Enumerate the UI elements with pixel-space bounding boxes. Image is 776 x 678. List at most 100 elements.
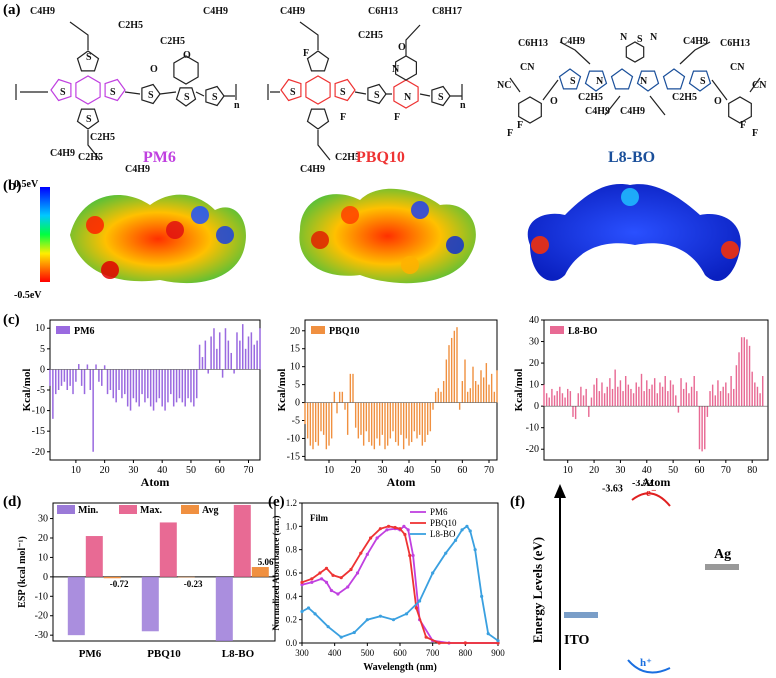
bar [129, 369, 132, 411]
bar-max [233, 504, 251, 577]
x-tick-label: 60 [215, 465, 225, 476]
y-tick-label: 10 [35, 323, 45, 334]
y-tick-label: 5 [295, 380, 300, 391]
legend-label: Max. [140, 505, 162, 516]
l8bo-fused-ring [558, 68, 582, 90]
y-axis-label: Kcal/mol [276, 369, 288, 412]
l8bo-fused-ring [662, 68, 686, 90]
pbq10-side-thiophene [306, 50, 330, 72]
series-line-l8bo [301, 525, 499, 642]
y-tick-label: -10 [35, 591, 48, 602]
bar [437, 388, 440, 403]
bar [389, 402, 392, 439]
bar [704, 406, 706, 450]
bar [80, 369, 83, 386]
l8bo-fused-ring [610, 68, 634, 90]
x-tick-label: 10 [324, 465, 334, 476]
bar [112, 369, 115, 399]
bar [204, 340, 207, 370]
data-point [318, 571, 322, 575]
x-tick-label: 500 [361, 648, 375, 658]
bar [190, 369, 192, 403]
bar [239, 340, 241, 370]
pm6-thiophene [141, 83, 161, 105]
panel-label-a: (a) [3, 2, 21, 18]
data-point [386, 524, 391, 528]
x-tick-label: 600 [393, 648, 407, 658]
y-tick-label: 20 [529, 358, 539, 369]
esp-scale-min: -0.5eV [14, 290, 42, 301]
data-point [480, 594, 484, 598]
bar [669, 380, 672, 407]
l8bo-links [509, 77, 761, 101]
data-point [465, 524, 469, 528]
category-label: PBQ10 [147, 648, 181, 660]
data-point [300, 609, 304, 614]
x-axis-label: Atom [642, 475, 671, 489]
bar [373, 402, 376, 450]
data-point [320, 577, 324, 581]
bar-max [85, 536, 103, 577]
bar [325, 402, 328, 450]
esp-spot [191, 206, 209, 224]
bar [381, 402, 384, 435]
bar [429, 402, 432, 432]
bar [126, 369, 129, 407]
pbq10-backbone [270, 91, 462, 97]
bar-min [215, 576, 233, 641]
chart-atom-l8bo: -20 -10 0 10 20 30 40 10 20 30 40 50 60 70 80 L8-BO Atom… [513, 315, 769, 489]
structure-atom-label: N [392, 64, 400, 75]
bar [362, 402, 365, 446]
bar [418, 402, 421, 435]
ito-electrode [564, 612, 598, 618]
bar [115, 369, 117, 403]
data-point [300, 583, 304, 587]
bar [57, 369, 60, 390]
bar [653, 378, 656, 407]
structure-atom-label: S [374, 90, 380, 101]
structure-atom-label: n [460, 100, 466, 111]
bar [545, 393, 548, 407]
y-axis-label: Normalized Absorbance (a.u.) [271, 516, 281, 631]
data-point [406, 528, 410, 532]
bar [309, 402, 312, 446]
bar [577, 393, 579, 407]
structure-atom-label: C2H5 [78, 152, 103, 163]
esp-colorbar [40, 187, 50, 282]
data-point [463, 641, 467, 645]
bar [60, 369, 63, 386]
y-tick-label: 10 [290, 362, 300, 373]
esp-maps [40, 184, 741, 284]
y-axis-label: ESP (kcal mol⁻¹) [17, 536, 28, 608]
legend-swatch [181, 505, 199, 514]
data-point [324, 566, 329, 570]
esp-scale-max: 0.5eV [14, 179, 39, 190]
structure-atom-label: F [394, 112, 400, 123]
structure-atom-label: S [86, 52, 92, 63]
structure-atom-label: F [752, 128, 758, 139]
bar [247, 336, 250, 370]
bar [672, 384, 674, 407]
y-tick-label: 0 [295, 398, 300, 409]
data-point [313, 612, 317, 616]
structure-atom-label: S [637, 34, 643, 45]
x-tick-label: 70 [243, 465, 253, 476]
bar-min [67, 576, 85, 636]
data-point [352, 630, 356, 635]
bar [218, 332, 221, 370]
bar [667, 391, 669, 407]
structure-atom-label: S [438, 92, 444, 103]
bar [630, 388, 632, 407]
bar [701, 406, 703, 452]
structure-atom-label: O [398, 42, 406, 53]
esp-spot [401, 256, 419, 274]
bar [338, 391, 341, 403]
panel-label-c: (c) [3, 312, 20, 328]
bar [138, 369, 140, 407]
data-point [349, 567, 353, 572]
bar [469, 388, 472, 403]
bar [322, 402, 325, 435]
legend-label: PBQ10 [430, 518, 457, 528]
bar [582, 395, 585, 407]
